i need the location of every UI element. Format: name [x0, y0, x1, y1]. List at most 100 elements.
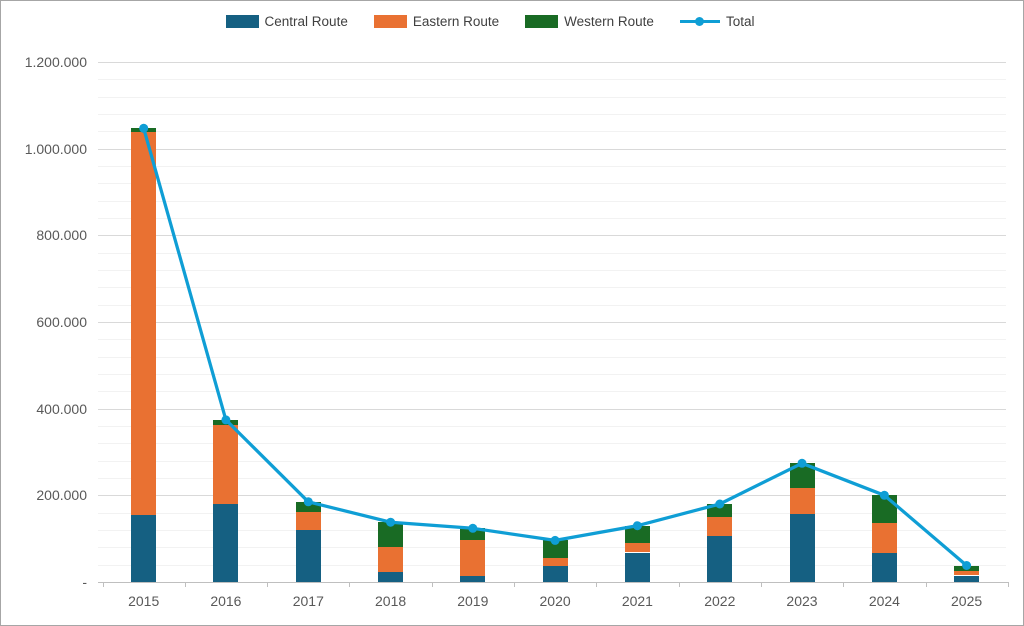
gridline-minor — [98, 96, 1006, 98]
legend-swatch-icon — [225, 15, 259, 28]
gridline-minor — [98, 270, 1006, 271]
bar-segment-central-route-2018 — [378, 572, 404, 582]
x-axis-tick — [514, 583, 515, 587]
gridline-minor — [98, 79, 1006, 81]
bar-segment-western-route-2024 — [871, 495, 897, 523]
legend-item-total: Total — [679, 14, 755, 29]
bar-segment-eastern-route-2017 — [295, 512, 321, 531]
bar-segment-eastern-route-2020 — [542, 557, 568, 567]
gridline-minor — [98, 166, 1006, 167]
y-axis-tick-label: 1.200.000 — [24, 54, 87, 70]
bar-segment-western-route-2023 — [789, 463, 815, 488]
bar-segment-western-route-2025 — [954, 565, 980, 572]
bar-segment-eastern-route-2021 — [624, 543, 650, 553]
gridline-minor — [98, 287, 1006, 289]
legend-swatch-icon — [525, 15, 559, 28]
y-axis-tick-label: 400.000 — [36, 400, 87, 417]
gridline-minor — [98, 218, 1006, 219]
bar-segment-central-route-2015 — [131, 515, 157, 582]
gridline-minor — [98, 183, 1006, 185]
bar-segment-eastern-route-2018 — [378, 547, 404, 572]
x-axis-label-2022: 2022 — [704, 593, 736, 609]
x-axis-tick — [843, 583, 845, 587]
gridline-minor — [98, 374, 1006, 375]
x-axis-tick — [102, 583, 104, 587]
legend-swatch-icon — [373, 15, 407, 28]
bar-segment-western-route-2022 — [707, 504, 733, 517]
gridline-minor — [98, 304, 1006, 306]
x-axis-tick — [678, 583, 680, 587]
x-axis-label-2018: 2018 — [375, 593, 407, 609]
y-axis-tick-label: 600.000 — [36, 314, 87, 330]
bar-segment-central-route-2024 — [871, 553, 897, 582]
gridline-minor — [98, 252, 1006, 254]
x-axis-tick — [431, 583, 433, 587]
x-axis-tick — [349, 583, 351, 587]
gridline-major — [98, 235, 1006, 237]
legend-item-western-route: Western Route — [525, 15, 654, 28]
x-axis-tick — [760, 583, 762, 587]
bar-segment-central-route-2022 — [707, 536, 733, 582]
bar-segment-central-route-2020 — [542, 566, 568, 582]
bar-segment-eastern-route-2024 — [871, 523, 897, 553]
x-axis-label-2017: 2017 — [292, 593, 324, 609]
legend-label: Central Route — [264, 14, 348, 29]
bar-segment-eastern-route-2023 — [789, 488, 815, 514]
legend-item-central-route: Central Route — [225, 14, 348, 29]
bar-segment-western-route-2020 — [542, 540, 568, 558]
legend-item-eastern-route: Eastern Route — [373, 14, 500, 29]
bar-segment-central-route-2019 — [460, 575, 486, 582]
gridline-minor — [98, 200, 1006, 202]
bar-segment-western-route-2018 — [378, 522, 404, 548]
x-axis-tick — [1007, 583, 1009, 587]
y-axis-tick-label: - — [82, 574, 87, 590]
bar-segment-western-route-2015 — [131, 128, 157, 132]
y-axis-tick-label: 200.000 — [36, 487, 87, 504]
gridline-major — [98, 408, 1006, 410]
legend: Central Route Eastern Route Western Route T… — [1, 14, 1001, 29]
gridline-major — [98, 62, 1006, 63]
total-line-path — [142, 127, 968, 567]
bar-segment-western-route-2019 — [460, 528, 486, 540]
x-axis-label-2023: 2023 — [786, 593, 818, 609]
gridline-minor — [98, 131, 1006, 133]
bar-segment-central-route-2021 — [624, 552, 650, 582]
x-axis-label-2019: 2019 — [457, 593, 489, 609]
bar-segment-western-route-2016 — [213, 419, 239, 425]
bar-segment-central-route-2025 — [954, 575, 980, 582]
bar-segment-eastern-route-2016 — [213, 424, 239, 504]
y-axis-tick-label: 800.000 — [36, 227, 87, 244]
x-axis-tick — [925, 583, 927, 587]
legend-label: Western Route — [564, 14, 654, 29]
bar-segment-central-route-2016 — [213, 503, 239, 582]
bar-segment-western-route-2017 — [295, 501, 321, 513]
bar-segment-central-route-2023 — [789, 514, 815, 582]
gridline-major — [98, 322, 1006, 323]
gridline-minor — [98, 356, 1006, 358]
x-axis-label-2016: 2016 — [210, 593, 242, 609]
bar-segment-eastern-route-2022 — [707, 517, 733, 537]
bar-segment-central-route-2017 — [295, 530, 321, 582]
gridline-minor — [98, 114, 1006, 115]
legend-line-swatch-icon — [679, 15, 720, 28]
x-axis-label-2015: 2015 — [128, 593, 160, 609]
x-axis-label-2021: 2021 — [621, 593, 653, 609]
legend-label: Eastern Route — [412, 14, 500, 29]
bar-segment-western-route-2021 — [624, 525, 650, 544]
x-axis-label-2020: 2020 — [539, 593, 571, 609]
x-axis-tick — [267, 583, 269, 587]
x-axis-label-2025: 2025 — [951, 593, 983, 609]
bar-segment-eastern-route-2015 — [131, 131, 157, 516]
bar-segment-eastern-route-2019 — [460, 540, 486, 576]
x-axis-label-2024: 2024 — [868, 593, 900, 609]
x-axis-tick — [184, 583, 186, 587]
x-axis-line — [98, 582, 1009, 583]
gridline-minor — [98, 391, 1006, 393]
legend-label: Total — [725, 14, 755, 29]
x-axis-tick — [596, 583, 598, 587]
gridline-major — [98, 148, 1006, 150]
gridline-minor — [98, 339, 1006, 341]
bar-segment-eastern-route-2025 — [954, 571, 980, 576]
y-axis-tick-label: 1.000.000 — [24, 140, 87, 157]
